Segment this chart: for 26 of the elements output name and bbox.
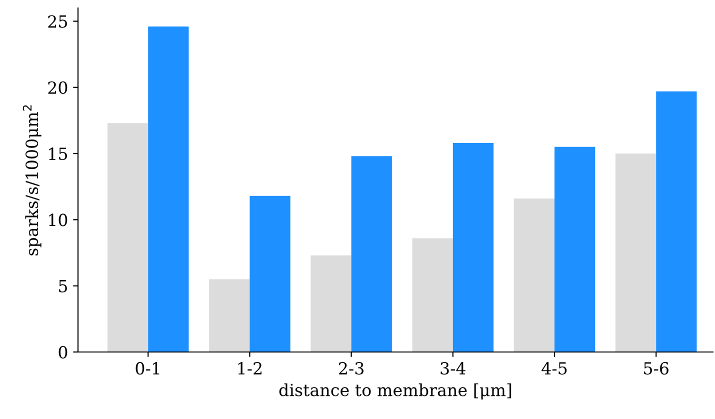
- x-tick-label: 0-1: [136, 362, 160, 375]
- bar: [615, 154, 656, 352]
- bar: [656, 91, 697, 352]
- bar: [148, 26, 189, 352]
- y-tick-label: 0: [58, 346, 68, 359]
- bar: [310, 255, 352, 352]
- x-tick-label: 3-4: [440, 362, 466, 375]
- y-tick-label: 15: [49, 148, 67, 160]
- bar: [351, 156, 392, 352]
- bar: [554, 146, 596, 352]
- x-tick-label: 1-2: [238, 362, 262, 374]
- y-axis-title: sparks/s/1000μm$^{2}$: [22, 105, 42, 256]
- x-tick-label: 4-5: [542, 362, 567, 375]
- x-tick-label: 5-6: [644, 362, 668, 375]
- bar: [412, 238, 453, 352]
- y-tick-label: 10: [49, 214, 68, 226]
- bar: [209, 279, 250, 352]
- bar: [452, 142, 494, 352]
- x-axis-title: distance to membrane [μm]: [279, 383, 512, 400]
- y-tick-label: 5: [59, 280, 67, 292]
- y-tick-label: 25: [48, 15, 67, 28]
- x-tick-label: 2-3: [339, 362, 364, 375]
- bar: [250, 196, 290, 352]
- bar: [514, 198, 555, 352]
- bar: [107, 123, 148, 352]
- y-tick-label: 20: [48, 81, 68, 94]
